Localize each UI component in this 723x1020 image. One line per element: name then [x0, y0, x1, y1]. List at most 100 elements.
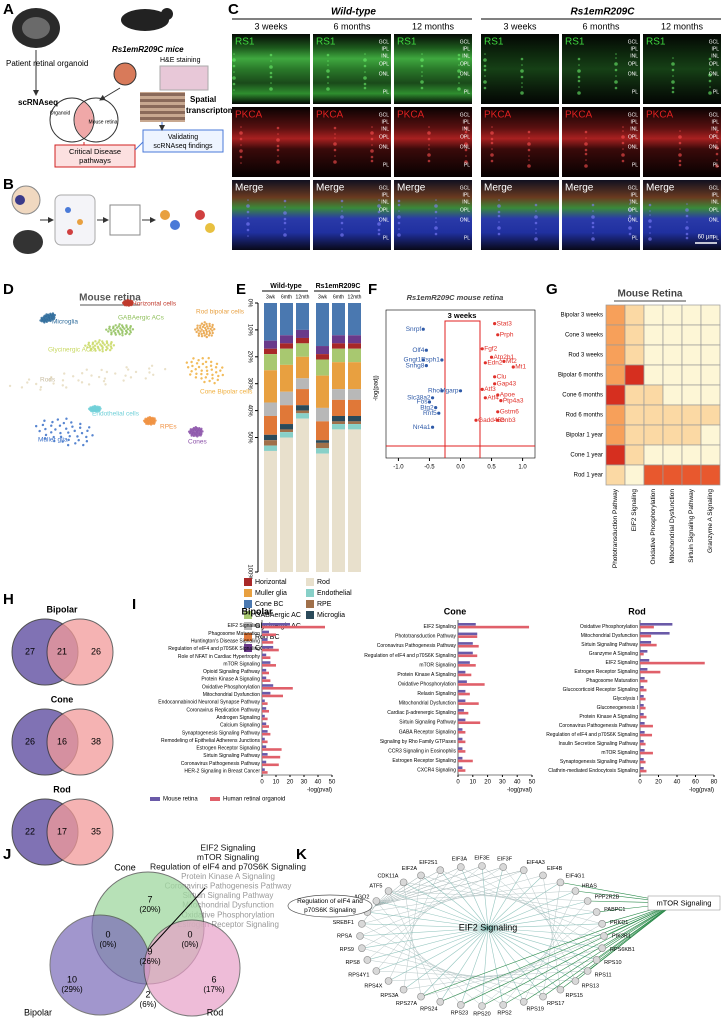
gene-label: Mt1	[515, 364, 526, 371]
umap-point	[192, 434, 196, 438]
speckle	[584, 152, 588, 156]
y-tick-label: 30%	[246, 378, 252, 391]
speckle	[464, 126, 468, 130]
category-label: Phagosome Maturation	[586, 678, 638, 684]
speckle	[232, 64, 236, 68]
edge	[440, 869, 605, 937]
speckle	[435, 217, 437, 219]
umap-point	[44, 433, 48, 437]
point	[480, 347, 484, 351]
category-label: Oxidative Phosphorylation	[580, 624, 638, 630]
speckle	[685, 236, 689, 240]
category-label: Coronavirus Pathogenesis Pathway	[377, 643, 457, 649]
row-label: Cone 6 months	[562, 393, 603, 399]
umap-point	[45, 313, 48, 316]
umap-point	[87, 343, 90, 346]
umap-point	[134, 370, 138, 374]
bar	[458, 718, 466, 722]
umap-point	[51, 420, 54, 424]
gene-label: Stat3	[497, 320, 513, 327]
speckle	[577, 91, 581, 95]
speckle	[534, 221, 538, 225]
bar	[458, 625, 530, 629]
gene-label: EIF3E	[474, 855, 490, 861]
umap-point	[200, 369, 203, 372]
speckle	[276, 148, 280, 152]
bar	[262, 623, 290, 626]
umap-point	[80, 381, 84, 384]
umap-point	[185, 361, 189, 364]
umap-point	[148, 371, 151, 374]
umap-point	[99, 343, 102, 346]
label: ONL	[709, 144, 720, 150]
label: IPL	[462, 119, 470, 125]
bar	[458, 721, 481, 725]
bar	[262, 630, 269, 634]
gene-node	[372, 967, 381, 975]
edge	[376, 927, 489, 972]
umap-point	[115, 326, 119, 329]
category-label: Estrogen Receptor Signaling	[392, 758, 456, 764]
label: Merge	[235, 183, 264, 194]
bar	[640, 625, 654, 629]
umap-point	[121, 331, 124, 335]
bar-segment	[348, 399, 361, 416]
heat-cell	[700, 344, 721, 366]
edge	[542, 902, 676, 997]
gene-node	[583, 967, 592, 975]
pathway-label: Oxidative Phosphorylation	[182, 910, 275, 919]
point	[483, 396, 487, 400]
speckle	[398, 210, 400, 212]
gene-label: EIF3A	[452, 857, 468, 863]
umap-point	[202, 323, 206, 327]
gene-node	[363, 956, 372, 964]
umap-point	[88, 345, 92, 348]
gene-label: Rsph1	[421, 357, 440, 364]
edge	[388, 890, 489, 929]
umap-point	[208, 324, 211, 328]
edge	[460, 902, 676, 1006]
speckle	[378, 217, 380, 219]
heat-cell	[681, 424, 702, 446]
umap-point	[103, 343, 106, 346]
speckle	[283, 233, 287, 237]
speckle	[377, 228, 381, 232]
umap-point	[39, 319, 42, 322]
speckle	[427, 137, 431, 141]
gene-label: Fos	[417, 399, 429, 406]
speckle	[614, 86, 618, 90]
speckle	[377, 204, 381, 208]
cluster-label: RPEs	[160, 424, 177, 431]
bar-segment	[316, 421, 329, 441]
panel-label: H	[3, 591, 14, 608]
panel-label: D	[3, 281, 14, 298]
bar	[640, 751, 653, 755]
label: PL	[383, 162, 389, 168]
umap-point	[98, 339, 101, 342]
gene-node	[519, 866, 528, 875]
bar	[262, 730, 268, 733]
gene-node	[478, 1002, 486, 1010]
speckle	[341, 228, 343, 230]
umap-point	[97, 341, 100, 344]
label: INL	[711, 199, 719, 205]
edge	[440, 902, 676, 1003]
cluster-label: Microglia	[52, 319, 78, 326]
row-label: Bipolar 6 months	[558, 373, 603, 379]
speckle	[622, 148, 624, 150]
umap-point	[128, 332, 131, 336]
bar-segment	[348, 421, 361, 425]
speckle	[591, 203, 595, 207]
region-percent: (17%)	[203, 985, 225, 994]
umap-point	[90, 374, 93, 377]
umap-point	[125, 331, 129, 334]
category-label: Coronavirus Pathogenesis Pathway	[181, 761, 261, 767]
pathway-label: Coronavirus Pathogenesis Pathway	[165, 882, 292, 891]
umap-point	[52, 317, 56, 320]
gene-label: RPS4Y1	[348, 972, 369, 978]
speckle	[490, 137, 494, 141]
speckle	[578, 64, 580, 66]
umap-point	[216, 378, 220, 382]
umap-point	[114, 372, 117, 375]
edge	[367, 927, 489, 961]
